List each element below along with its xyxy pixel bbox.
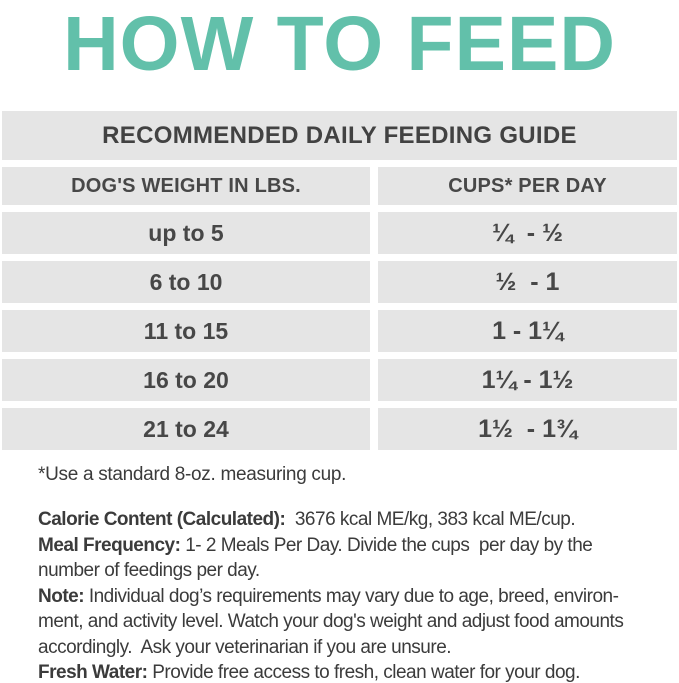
cups-cell: ½ - 1 [378,261,677,303]
feeding-guide-table: RECOMMENDED DAILY FEEDING GUIDE DOG'S WE… [2,111,677,450]
cups-value: 1 - 1¼ [492,316,563,345]
cups-cell: 1 - 1¼ [378,310,677,352]
note-general: Note: Individual dog’s requirements may … [38,584,673,661]
meal-frequency-label: Meal Frequency: [38,534,181,556]
weight-value: 11 to 15 [143,317,229,344]
note-fresh-water: Fresh Water: Provide free access to fres… [38,660,673,683]
page-title: HOW TO FEED [63,1,616,87]
table-row: 21 to 24 1½ - 1¾ [2,408,677,450]
note-label: Note: [38,585,85,607]
column-header-cups: CUPS* PER DAY [378,167,677,205]
meal-frequency-text: 1- 2 Meals Per Day. Divide the cups per … [38,534,593,582]
table-header-row: DOG'S WEIGHT IN LBS. CUPS* PER DAY [2,167,677,205]
weight-cell: 11 to 15 [2,310,370,352]
calorie-content-text: 3676 kcal ME/kg, 383 kcal ME/cup. [285,509,576,530]
weight-value: 21 to 24 [143,415,229,442]
cups-cell: 1¼ - 1½ [378,359,677,401]
note-text: Individual dog’s requirements may vary d… [38,585,624,658]
feeding-notes-section: Calorie Content (Calculated): 3676 kcal … [38,507,673,683]
calorie-content-label: Calorie Content (Calculated): [38,509,286,530]
cups-value: ¼ - ½ [492,218,563,247]
note-meal-frequency: Meal Frequency: 1- 2 Meals Per Day. Divi… [38,533,673,584]
table-row: 6 to 10 ½ - 1 [2,261,677,303]
weight-value: 16 to 20 [143,366,229,393]
cups-value: 1½ - 1¾ [478,414,577,443]
column-header-cups-label: CUPS* PER DAY [448,174,607,197]
weight-cell: up to 5 [2,212,370,254]
table-row: 16 to 20 1¼ - 1½ [2,359,677,401]
weight-cell: 6 to 10 [2,261,370,303]
fresh-water-label: Fresh Water: [38,662,148,683]
table-title: RECOMMENDED DAILY FEEDING GUIDE [2,111,677,160]
weight-cell: 21 to 24 [2,408,370,450]
column-header-weight-label: DOG'S WEIGHT IN LBS. [71,174,301,197]
measuring-cup-footnote: *Use a standard 8-oz. measuring cup. [38,464,347,485]
weight-value: 6 to 10 [149,268,223,295]
cups-value: ½ - 1 [495,267,560,296]
weight-cell: 16 to 20 [2,359,370,401]
fresh-water-text: Provide free access to fresh, clean wate… [147,662,580,683]
note-calorie-content: Calorie Content (Calculated): 3676 kcal … [38,507,673,533]
cups-value: 1¼ - 1½ [481,365,574,394]
table-row: up to 5 ¼ - ½ [2,212,677,254]
weight-value: up to 5 [148,219,224,246]
cups-cell: ¼ - ½ [378,212,677,254]
cups-cell: 1½ - 1¾ [378,408,677,450]
table-row: 11 to 15 1 - 1¼ [2,310,677,352]
column-header-weight: DOG'S WEIGHT IN LBS. [2,167,370,205]
